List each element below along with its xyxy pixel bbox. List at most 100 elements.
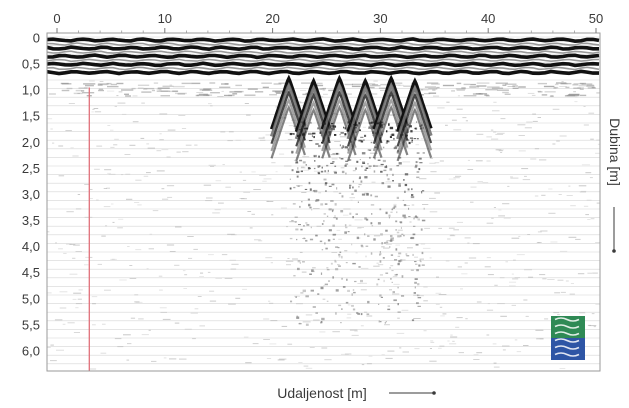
anomaly-speck (391, 281, 393, 283)
trace-speck (542, 278, 547, 280)
anomaly-speck (398, 156, 402, 159)
anomaly-arc (320, 81, 358, 137)
trace-speck (455, 175, 462, 177)
trace-speck (221, 90, 224, 92)
trace-speck (532, 113, 536, 115)
trace-speck (518, 235, 521, 237)
trace-speck (552, 108, 560, 110)
trace-speck (73, 292, 82, 294)
trace-speck (470, 201, 474, 203)
trace-speck (176, 151, 181, 153)
trace-speck (461, 273, 468, 275)
anomaly-speck (296, 316, 300, 319)
trace-speck (300, 109, 303, 110)
trace-speck (537, 90, 541, 93)
anomaly-speck (364, 169, 367, 171)
anomaly-speck (344, 127, 346, 130)
anomaly-speck (390, 237, 394, 240)
anomaly-speck (326, 267, 329, 269)
trace-speck (116, 82, 124, 85)
trace-speck (203, 184, 212, 186)
trace-speck (456, 221, 463, 223)
color-scale-stripe (554, 352, 580, 357)
anomaly-speck (370, 194, 373, 197)
trace-speck (299, 251, 303, 253)
trace-speck (371, 181, 376, 183)
anomaly-speck (388, 123, 390, 126)
surface-stripe (47, 42, 600, 47)
anomaly-speck (347, 231, 350, 233)
anomaly-speck (297, 259, 301, 263)
anomaly-speck (367, 235, 370, 237)
trace-speck (495, 82, 508, 84)
trace-speck (373, 235, 380, 237)
trace-speck (579, 312, 586, 314)
anomaly-speck (380, 163, 384, 166)
trace-speck (561, 81, 564, 83)
anomaly-speck (400, 134, 404, 136)
trace-speck (448, 227, 455, 229)
trace-speck (100, 352, 107, 354)
trace-speck (178, 115, 186, 116)
anomaly-speck (303, 132, 306, 135)
anomaly-speck (358, 186, 360, 188)
trace-speck (73, 92, 83, 95)
trace-speck (424, 93, 431, 95)
trace-speck (208, 164, 216, 166)
anomaly-speck (400, 221, 403, 224)
anomaly-speck (301, 125, 305, 128)
trace-speck (467, 169, 474, 170)
anomaly-speck (292, 133, 295, 135)
anomaly-arc (396, 84, 433, 140)
trace-speck (453, 129, 462, 131)
anomaly-arc (396, 107, 433, 162)
trace-speck (243, 191, 251, 193)
anomaly-speck (414, 281, 417, 284)
trace-speck (65, 130, 72, 132)
trace-speck (493, 362, 497, 364)
anomaly-speck (411, 194, 414, 196)
anomaly-speck (319, 165, 321, 167)
anomaly-speck (352, 180, 354, 183)
trace-speck (554, 83, 559, 86)
trace-speck (498, 150, 503, 152)
trace-speck (523, 345, 529, 346)
anomaly-speck (356, 160, 359, 163)
anomaly-speck (416, 171, 420, 173)
trace-speck (512, 85, 518, 87)
anomaly-speck (371, 213, 373, 215)
trace-speck (458, 352, 464, 354)
trace-speck (149, 233, 153, 235)
anomaly-speck (371, 125, 373, 128)
anomaly-speck (387, 308, 391, 311)
trace-speck (527, 92, 535, 94)
anomaly-speck (368, 127, 372, 129)
color-scale-stripe (554, 324, 580, 329)
trace-speck (244, 103, 249, 104)
trace-speck (300, 90, 307, 91)
trace-speck (524, 269, 532, 271)
trace-speck (375, 165, 383, 167)
trace-speck (321, 96, 324, 98)
trace-speck (389, 289, 392, 291)
trace-speck (106, 187, 110, 189)
anomaly-speck (413, 217, 415, 220)
trace-speck (263, 339, 270, 340)
trace-speck (137, 84, 150, 86)
trace-speck (415, 144, 420, 146)
anomaly-speck (368, 122, 373, 124)
anomaly-speck (395, 229, 397, 231)
anomaly-speck (297, 134, 300, 137)
trace-speck (196, 94, 210, 97)
anomaly-speck (358, 122, 360, 125)
trace-speck (140, 137, 145, 139)
trace-speck (502, 349, 506, 351)
trace-speck (188, 257, 193, 259)
trace-speck (429, 211, 438, 213)
anomaly-speck (345, 301, 349, 304)
trace-speck (66, 243, 72, 245)
anomaly-speck (370, 252, 373, 255)
trace-speck (162, 85, 174, 87)
anomaly-speck (341, 195, 344, 198)
trace-speck (478, 93, 488, 95)
